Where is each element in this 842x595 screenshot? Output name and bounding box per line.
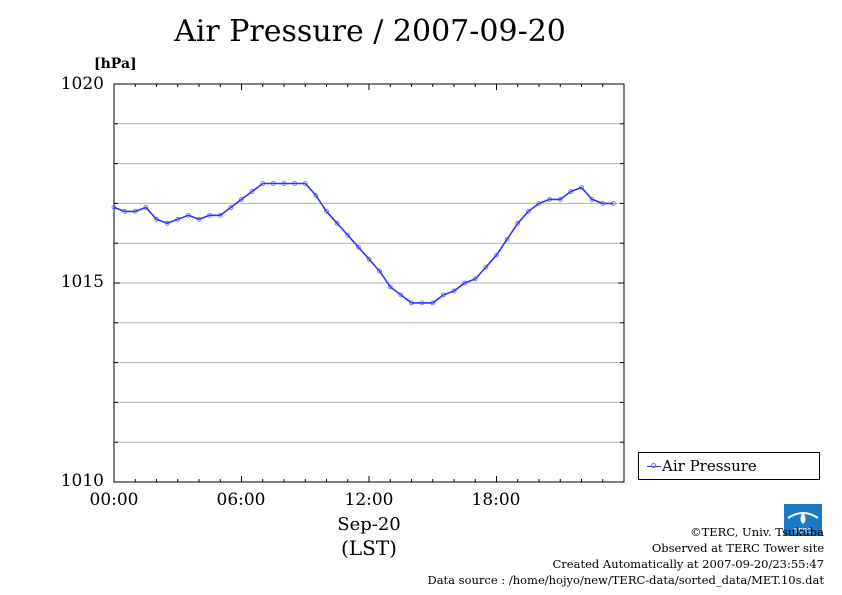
y-tick-label-1010: 1010 (60, 471, 104, 491)
data-point (483, 264, 489, 270)
credits-block: ©TERC, Univ. Tsukuba Observed at TERC To… (427, 524, 824, 588)
credit-source: Data source : /home/hojyo/new/TERC-data/… (427, 573, 824, 587)
x-tick-label-1200: 12:00 (344, 490, 394, 510)
data-point (504, 236, 510, 242)
chart-title: Air Pressure / 2007-09-20 (174, 14, 566, 49)
legend: Air Pressure (638, 452, 820, 480)
data-point (525, 208, 531, 214)
credit-copyright: ©TERC, Univ. Tsukuba (690, 525, 824, 539)
x-tick-label-0600: 06:00 (216, 490, 266, 510)
data-point (334, 220, 340, 226)
x-tick-label-1800: 18:00 (471, 490, 521, 510)
terc-logo: TERC (784, 504, 822, 536)
x-tick-label-0000: 00:00 (89, 490, 139, 510)
data-point (387, 284, 393, 290)
data-point (494, 252, 499, 258)
data-point (345, 232, 351, 238)
data-point (515, 220, 521, 226)
terc-logo-text: TERC (793, 527, 812, 535)
data-point (249, 189, 255, 194)
data-point (377, 268, 383, 274)
x-axis-timezone-label: (LST) (341, 536, 397, 560)
y-tick-label-1020: 1020 (60, 74, 104, 94)
credit-site: Observed at TERC Tower site (651, 541, 824, 555)
credit-created: Created Automatically at 2007-09-20/23:5… (552, 557, 825, 571)
data-point (313, 193, 319, 198)
data-point (324, 208, 329, 214)
x-axis-date-label: Sep-20 (337, 514, 401, 535)
data-point (228, 204, 234, 210)
legend-marker-swatch (651, 463, 656, 468)
data-point (398, 292, 404, 298)
data-point (366, 256, 372, 262)
series-line-air-pressure (113, 182, 614, 304)
y-axis-unit: [hPa] (94, 56, 137, 72)
axis-ticks (113, 83, 625, 483)
y-tick-label-1015: 1015 (60, 272, 104, 292)
grid-lines (114, 123, 624, 443)
data-point (355, 244, 361, 250)
data-point (239, 197, 244, 202)
legend-label-air-pressure: Air Pressure (662, 457, 757, 475)
